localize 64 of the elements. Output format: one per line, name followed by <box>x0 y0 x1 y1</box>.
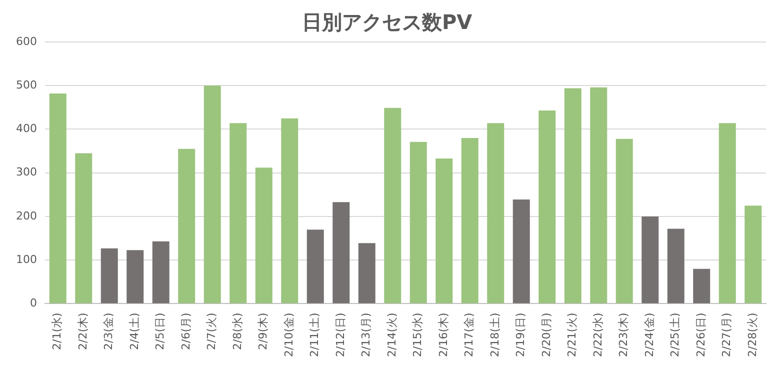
bar <box>590 87 608 304</box>
x-tick-label: 2/2(木) <box>76 312 90 350</box>
x-tick-label: 2/18(土) <box>488 312 502 358</box>
x-tick-label: 2/23(木) <box>617 312 630 358</box>
x-tick-label: 2/16(木) <box>436 312 450 358</box>
bar <box>126 250 144 304</box>
bar <box>152 241 170 304</box>
x-tick-label: 2/28(火) <box>746 312 759 358</box>
x-tick-label: 2/4(土) <box>128 312 141 350</box>
x-tick-label: 2/8(水) <box>230 312 244 350</box>
x-tick-label: 2/21(火) <box>566 312 579 358</box>
bar <box>75 153 92 304</box>
x-tick-label: 2/9(木) <box>256 312 270 350</box>
x-tick-label: 2/24(金) <box>642 312 656 358</box>
x-tick-label: 2/20(月) <box>540 312 553 358</box>
x-tick-label: 2/13(月) <box>360 312 373 358</box>
bar <box>178 148 196 304</box>
bar <box>667 228 684 304</box>
x-tick-label: 2/1(水) <box>50 312 64 350</box>
x-tick-label: 2/7(火) <box>205 312 218 350</box>
y-tick-label: 100 <box>16 252 37 266</box>
bar <box>461 138 478 304</box>
x-tick-label: 2/12(日) <box>334 312 347 358</box>
x-tick-label: 2/17(金) <box>462 312 476 358</box>
bar <box>230 123 247 304</box>
x-tick-label: 2/10(金) <box>282 312 296 358</box>
y-tick-label: 0 <box>30 296 37 310</box>
x-tick-label: 2/26(日) <box>694 312 708 358</box>
bar <box>564 88 582 304</box>
x-tick-label: 2/22(水) <box>591 312 604 358</box>
x-tick-label: 2/5(日) <box>154 312 167 350</box>
y-tick-label: 500 <box>16 78 37 92</box>
bar <box>255 168 272 304</box>
bar <box>693 268 710 304</box>
bar <box>358 243 376 304</box>
bar <box>744 206 762 304</box>
chart-title: 日別アクセス数PV <box>302 10 473 34</box>
bar <box>512 199 530 304</box>
x-tick-label: 2/6(月) <box>179 312 192 350</box>
x-tick-label: 2/3(金) <box>102 312 116 350</box>
bar <box>538 110 556 304</box>
x-tick-label: 2/25(土) <box>668 312 682 358</box>
bar <box>487 123 504 304</box>
bar <box>410 142 427 304</box>
y-tick-label: 600 <box>16 34 37 48</box>
bar <box>384 108 402 304</box>
bar <box>204 86 221 304</box>
x-tick-label: 2/11(土) <box>308 312 322 358</box>
y-tick-label: 300 <box>16 166 37 179</box>
x-tick-label: 2/15(水) <box>411 312 424 358</box>
bar <box>100 248 118 304</box>
bar <box>718 123 736 304</box>
bar <box>49 93 66 304</box>
bar <box>332 202 350 304</box>
bar <box>306 230 324 304</box>
x-tick-label: 2/19(日) <box>514 312 528 358</box>
y-tick-label: 200 <box>16 209 37 222</box>
y-tick-label: 400 <box>16 122 37 136</box>
bar <box>436 158 453 304</box>
x-tick-label: 2/14(火) <box>385 312 398 358</box>
bar <box>616 138 633 304</box>
bar <box>281 118 298 304</box>
bar <box>642 216 659 304</box>
x-tick-label: 2/27(月) <box>720 312 734 358</box>
